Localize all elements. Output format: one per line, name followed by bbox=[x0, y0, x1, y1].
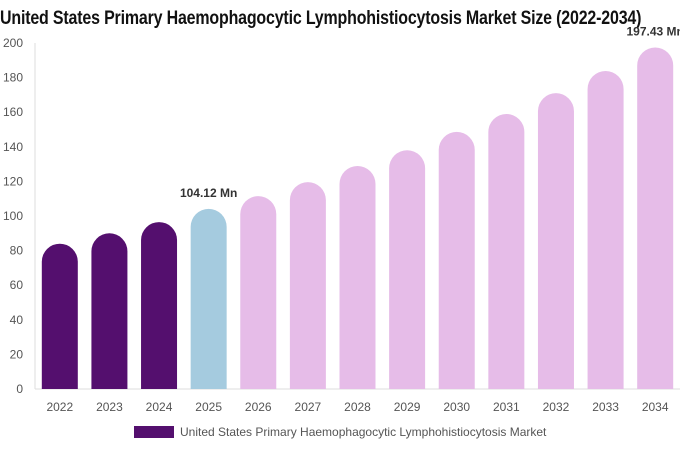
x-tick-label: 2027 bbox=[295, 400, 322, 414]
bar-2024 bbox=[141, 222, 178, 389]
y-tick-label: 120 bbox=[3, 174, 23, 188]
bar-2031 bbox=[488, 113, 525, 390]
bar-2028 bbox=[339, 166, 376, 389]
y-tick-label: 40 bbox=[10, 313, 24, 327]
x-tick-label: 2028 bbox=[344, 400, 371, 414]
bar-2025 bbox=[190, 208, 227, 389]
bar-2033 bbox=[587, 71, 624, 389]
y-tick-label: 20 bbox=[10, 347, 24, 361]
y-tick-label: 160 bbox=[3, 105, 23, 119]
y-tick-label: 60 bbox=[10, 278, 24, 292]
x-tick-label: 2023 bbox=[96, 400, 123, 414]
bar-2029 bbox=[389, 150, 426, 389]
x-tick-label: 2026 bbox=[245, 400, 272, 414]
y-tick-label: 100 bbox=[3, 209, 23, 223]
x-tick-label: 2022 bbox=[46, 400, 73, 414]
x-tick-label: 2024 bbox=[146, 400, 173, 414]
data-label: 104.12 Mn bbox=[180, 186, 237, 200]
chart-title: United States Primary Haemophagocytic Ly… bbox=[0, 8, 642, 29]
x-tick-label: 2034 bbox=[642, 400, 669, 414]
bar-2030 bbox=[438, 131, 475, 389]
bar-2027 bbox=[289, 182, 326, 389]
data-label: 197.43 Mn bbox=[627, 24, 680, 38]
y-tick-label: 0 bbox=[16, 382, 23, 396]
y-tick-label: 200 bbox=[3, 36, 23, 50]
legend-swatch bbox=[134, 426, 174, 438]
bar-2034 bbox=[637, 47, 674, 389]
bar-2022 bbox=[41, 243, 78, 389]
x-tick-label: 2025 bbox=[195, 400, 222, 414]
x-tick-label: 2030 bbox=[443, 400, 470, 414]
y-tick-label: 80 bbox=[10, 244, 24, 258]
x-tick-label: 2031 bbox=[493, 400, 520, 414]
bar-2032 bbox=[537, 93, 574, 390]
bar-2023 bbox=[91, 233, 128, 389]
x-tick-label: 2029 bbox=[394, 400, 421, 414]
x-tick-label: 2033 bbox=[592, 400, 619, 414]
y-tick-label: 180 bbox=[3, 71, 23, 85]
legend-label: United States Primary Haemophagocytic Ly… bbox=[180, 425, 547, 439]
x-tick-label: 2032 bbox=[543, 400, 570, 414]
legend: United States Primary Haemophagocytic Ly… bbox=[134, 425, 546, 439]
y-tick-label: 140 bbox=[3, 140, 23, 154]
bar-2026 bbox=[240, 196, 277, 389]
